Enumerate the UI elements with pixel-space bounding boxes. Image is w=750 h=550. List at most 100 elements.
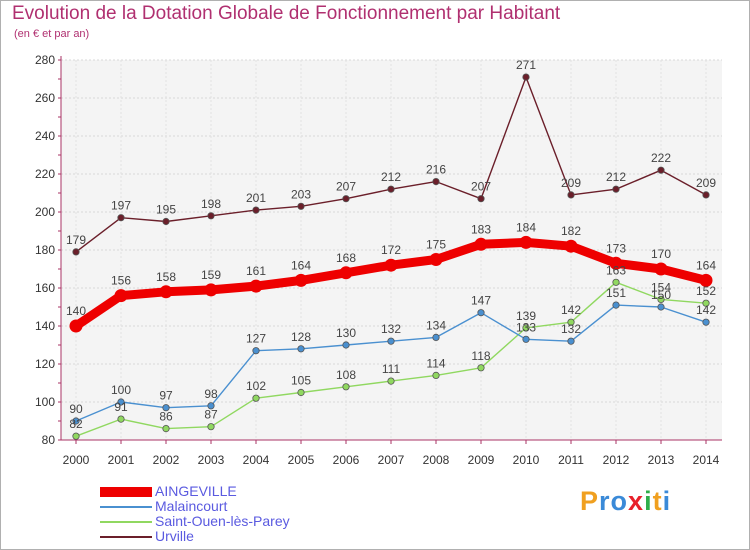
data-label-malaincourt: 150 (651, 288, 671, 302)
data-point-urville (432, 178, 440, 186)
data-point-aingeville (654, 262, 668, 276)
x-tick-label: 2001 (108, 453, 135, 467)
data-labels: 179 197 195 198 201 203 207 212 216 207 271 209 212 2… (66, 58, 716, 431)
data-label-malaincourt: 90 (69, 402, 83, 416)
data-label-aingeville: 172 (381, 243, 401, 257)
data-point-urville (612, 185, 620, 193)
data-point-urville (567, 191, 575, 199)
x-tick-label: 2013 (648, 453, 675, 467)
data-label-saint-ouen-l-s-parey: 163 (606, 263, 626, 277)
data-point-aingeville (609, 256, 623, 270)
data-label-urville: 207 (336, 180, 356, 194)
data-label-saint-ouen-l-s-parey: 91 (114, 400, 128, 414)
logo-letter: x (628, 486, 645, 516)
data-point-aingeville (474, 237, 488, 251)
data-label-urville: 201 (246, 191, 266, 205)
data-point-malaincourt (207, 402, 215, 410)
logo-letter: r (599, 486, 611, 516)
legend-label: Urville (155, 528, 194, 544)
y-tick-label: 260 (35, 91, 55, 105)
axes: 80 100 120 140 160 180 200 220 240 260 280 2000 2001… (35, 53, 722, 467)
chart-title: Evolution de la Dotation Globale de Fonc… (12, 3, 561, 24)
data-label-aingeville: 161 (246, 264, 266, 278)
data-label-aingeville: 164 (696, 258, 716, 272)
data-point-saint-ouen-l-s-parey (612, 278, 620, 286)
data-label-aingeville: 184 (516, 220, 536, 234)
data-point-saint-ouen-l-s-parey (702, 299, 710, 307)
x-tick-label: 2006 (333, 453, 360, 467)
data-point-urville (162, 217, 170, 226)
data-point-urville (72, 248, 80, 256)
data-label-saint-ouen-l-s-parey: 87 (204, 408, 218, 422)
x-tick-label: 2010 (513, 453, 540, 467)
y-tick-label: 100 (35, 395, 55, 409)
data-point-malaincourt (612, 301, 620, 309)
data-point-saint-ouen-l-s-parey (162, 424, 170, 433)
data-point-saint-ouen-l-s-parey (567, 318, 575, 326)
data-label-urville: 197 (111, 199, 131, 213)
x-tick-label: 2002 (153, 453, 180, 467)
data-point-aingeville (249, 279, 263, 293)
data-label-aingeville: 173 (606, 241, 626, 255)
x-tick-label: 2000 (63, 453, 90, 467)
data-point-urville (477, 195, 485, 203)
data-label-malaincourt: 100 (111, 383, 131, 397)
y-tick-label: 80 (42, 433, 56, 447)
data-label-malaincourt: 147 (471, 294, 491, 308)
y-tick-label: 180 (35, 243, 55, 257)
data-label-saint-ouen-l-s-parey: 114 (426, 356, 445, 370)
logo-letter: i (662, 486, 672, 516)
data-label-malaincourt: 130 (336, 326, 356, 340)
data-point-saint-ouen-l-s-parey (252, 394, 260, 402)
legend-label: Saint-Ouen-lès-Parey (155, 513, 290, 529)
data-label-saint-ouen-l-s-parey: 142 (561, 303, 581, 317)
data-point-aingeville (519, 235, 533, 249)
data-label-malaincourt: 132 (561, 322, 581, 336)
data-point-urville (702, 191, 710, 199)
data-label-saint-ouen-l-s-parey: 152 (696, 284, 716, 298)
data-point-saint-ouen-l-s-parey (432, 371, 440, 379)
data-label-saint-ouen-l-s-parey: 118 (471, 349, 490, 363)
data-point-urville (207, 212, 215, 220)
data-label-malaincourt: 127 (246, 332, 266, 346)
data-point-saint-ouen-l-s-parey (207, 423, 215, 431)
data-point-malaincourt (432, 333, 440, 341)
data-point-aingeville (699, 273, 713, 287)
data-label-saint-ouen-l-s-parey: 105 (291, 374, 311, 388)
data-label-aingeville: 183 (471, 222, 491, 236)
data-label-urville: 203 (291, 187, 311, 201)
data-label-urville: 271 (516, 58, 536, 72)
logo-letter: P (580, 486, 600, 516)
data-point-saint-ouen-l-s-parey (117, 415, 125, 423)
data-label-aingeville: 170 (651, 247, 671, 261)
data-point-aingeville (429, 253, 443, 266)
data-point-malaincourt (72, 417, 80, 425)
legend-swatch (100, 487, 152, 497)
data-point-saint-ouen-l-s-parey (297, 388, 305, 397)
data-point-saint-ouen-l-s-parey (657, 295, 665, 303)
x-tick-label: 2011 (558, 453, 584, 467)
data-point-malaincourt (477, 309, 485, 317)
data-label-saint-ouen-l-s-parey: 102 (246, 379, 266, 393)
data-label-aingeville: 175 (426, 238, 446, 252)
x-tick-label: 2007 (378, 453, 405, 467)
data-label-urville: 207 (471, 180, 491, 194)
data-label-aingeville: 168 (336, 251, 356, 265)
data-point-aingeville (564, 239, 578, 253)
data-point-urville (117, 214, 125, 222)
data-label-urville: 216 (426, 163, 446, 177)
x-tick-label: 2009 (468, 453, 495, 467)
data-label-urville: 198 (201, 197, 221, 211)
data-point-aingeville (114, 289, 128, 303)
logo-letter: i (644, 486, 653, 516)
data-point-malaincourt (657, 303, 665, 311)
data-point-saint-ouen-l-s-parey (342, 383, 350, 391)
data-point-aingeville (294, 273, 308, 287)
legend-label: AINGEVILLE (155, 483, 237, 499)
data-point-urville (657, 166, 665, 174)
data-label-urville: 212 (381, 170, 401, 184)
data-point-malaincourt (342, 341, 350, 349)
data-point-urville (522, 73, 530, 81)
proxiti-logo: Proxiti (580, 486, 671, 517)
